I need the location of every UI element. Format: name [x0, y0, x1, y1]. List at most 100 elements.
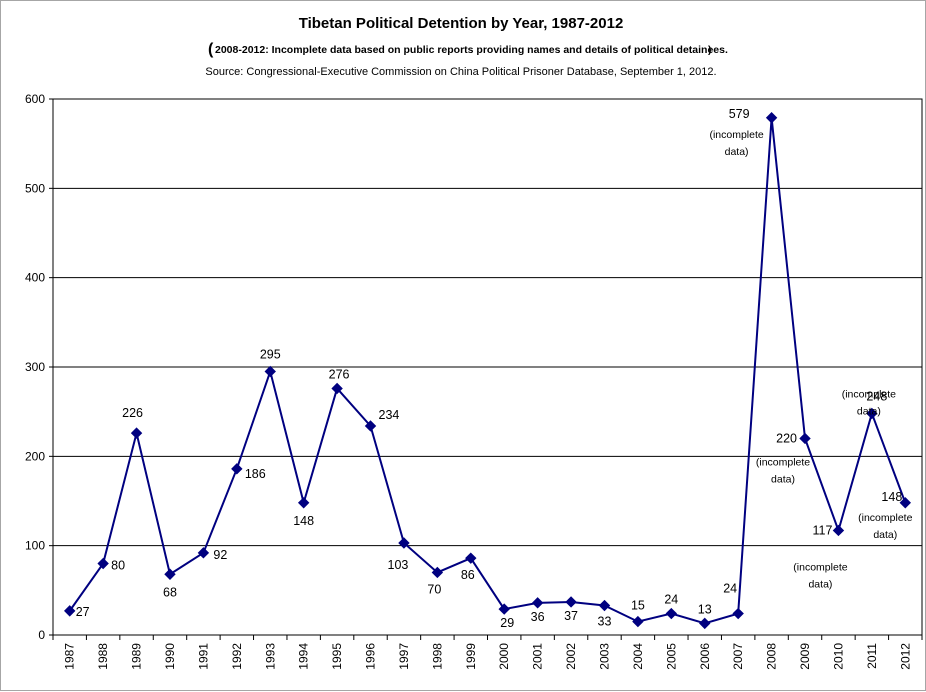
- data-point-2008: [765, 112, 778, 124]
- data-label-2007: 24: [723, 582, 737, 596]
- data-label-2005: 24: [664, 593, 678, 607]
- data-point-2006: [699, 617, 711, 630]
- data-label-1995: 276: [329, 367, 350, 381]
- data-point-2010: [832, 524, 845, 537]
- y-tick-label-0: 0: [38, 628, 45, 642]
- annotation-2008-line-2: data): [725, 146, 749, 158]
- subtitle-close-paren: ): [708, 44, 712, 56]
- x-tick-label-1990: 1990: [163, 643, 177, 670]
- data-point-2001: [531, 597, 544, 609]
- annotation-2012-line-1: (incomplete: [858, 512, 912, 524]
- data-point-2011: [866, 407, 878, 420]
- data-point-1993: [264, 365, 276, 378]
- data-point-1988: [97, 557, 109, 570]
- chart-subtitle-group: ( 2008-2012: Incomplete data based on pu…: [208, 41, 728, 58]
- x-tick-label-1997: 1997: [397, 643, 411, 670]
- data-label-2011: 248: [866, 389, 887, 403]
- y-axis-tick-labels: 0 100 200 300 400 500 600: [25, 92, 45, 642]
- x-tick-label-1996: 1996: [364, 643, 378, 670]
- data-point-2003: [598, 599, 611, 612]
- data-point-1991: [197, 547, 210, 559]
- data-point-2007: [732, 607, 744, 620]
- data-label-1987: 27: [76, 605, 90, 619]
- data-label-2006: 13: [698, 602, 712, 616]
- x-axis-tick-labels: 1987 1988 1989 1990 1991 1992 1993 1994 1995 1996…: [63, 643, 913, 670]
- x-tick-label-2006: 2006: [698, 643, 712, 670]
- x-tick-label-2008: 2008: [765, 643, 779, 670]
- x-tick-label-1993: 1993: [263, 643, 277, 670]
- data-point-1987: [64, 605, 76, 617]
- data-point-1992: [231, 463, 243, 475]
- data-label-2003: 33: [598, 615, 612, 629]
- data-label-1989: 226: [122, 406, 143, 420]
- annotation-2011-line-2: data): [857, 405, 881, 417]
- x-tick-label-2005: 2005: [664, 643, 678, 670]
- data-label-1994: 148: [293, 514, 314, 528]
- x-tick-label-1992: 1992: [230, 643, 244, 670]
- y-tick-label-300: 300: [25, 360, 45, 374]
- data-point-1996: [364, 420, 377, 432]
- data-label-2012: 148: [881, 490, 902, 504]
- data-label-1988: 80: [111, 559, 125, 573]
- x-tick-label-1988: 1988: [96, 643, 110, 670]
- x-tick-label-1987: 1987: [63, 643, 77, 670]
- x-tick-label-2009: 2009: [798, 643, 812, 670]
- x-tick-label-1995: 1995: [330, 643, 344, 670]
- data-label-1998: 70: [427, 582, 441, 596]
- data-label-1990: 68: [163, 585, 177, 599]
- y-tick-label-600: 600: [25, 92, 45, 106]
- annotation-2009-line-2: data): [771, 473, 795, 485]
- y-tick-label-500: 500: [25, 181, 45, 195]
- data-labels: 27 80 226 68 92 186 295 148 276 234 103 70 86 29 36 37 3…: [76, 107, 913, 630]
- data-point-2000: [498, 603, 510, 615]
- data-label-1996: 234: [379, 408, 400, 422]
- annotation-2010-line-1: (incomplete: [793, 561, 847, 573]
- data-label-2002: 37: [564, 609, 578, 623]
- data-point-2009: [799, 432, 811, 445]
- x-tick-label-1994: 1994: [297, 643, 311, 670]
- x-tick-label-2007: 2007: [731, 643, 745, 670]
- series-line-path: [68, 117, 907, 625]
- data-point-1995: [331, 382, 343, 395]
- data-label-2000: 29: [500, 616, 514, 630]
- data-label-1993: 295: [260, 347, 281, 361]
- annotation-2012-line-2: data): [873, 529, 897, 541]
- data-label-2009: 220: [776, 431, 797, 445]
- data-markers: [64, 112, 911, 630]
- x-tick-label-2000: 2000: [497, 643, 511, 670]
- data-label-2001: 36: [531, 610, 545, 624]
- axes: [49, 98, 923, 640]
- data-point-1997: [398, 537, 410, 549]
- annotation-2011-line-1: (incomplete: [842, 388, 896, 400]
- y-tick-label-400: 400: [25, 271, 45, 285]
- data-label-1991: 92: [213, 548, 227, 562]
- x-tick-label-2004: 2004: [631, 643, 645, 670]
- data-point-2005: [665, 607, 678, 620]
- x-tick-label-1999: 1999: [464, 643, 478, 670]
- chart-title: Tibetan Political Detention by Year, 198…: [299, 15, 624, 32]
- data-label-2010: 117: [813, 523, 833, 537]
- annotation-2009-line-1: (incomplete: [756, 456, 810, 468]
- data-point-2002: [565, 596, 577, 608]
- data-point-1999: [465, 552, 477, 564]
- data-point-1990: [164, 568, 176, 580]
- data-point-1989: [130, 427, 143, 439]
- data-label-2008: 579: [729, 107, 750, 121]
- y-tick-label-100: 100: [25, 539, 45, 553]
- x-tick-label-1998: 1998: [430, 643, 444, 670]
- annotation-2008-line-1: (incomplete: [709, 129, 763, 141]
- x-tick-label-2003: 2003: [597, 643, 611, 670]
- data-label-1999: 86: [461, 568, 475, 582]
- chart-source: Source: Congressional-Executive Commissi…: [205, 66, 716, 78]
- x-tick-label-2010: 2010: [831, 643, 845, 670]
- x-tick-label-2001: 2001: [531, 643, 545, 670]
- x-tick-label-2002: 2002: [564, 643, 578, 670]
- annotation-2010-line-2: data): [808, 578, 832, 590]
- data-label-2004: 15: [631, 599, 645, 613]
- data-point-2012: [899, 497, 911, 509]
- x-tick-label-2012: 2012: [898, 643, 912, 670]
- subtitle-open-paren: (: [208, 41, 214, 58]
- series-line: [68, 117, 907, 625]
